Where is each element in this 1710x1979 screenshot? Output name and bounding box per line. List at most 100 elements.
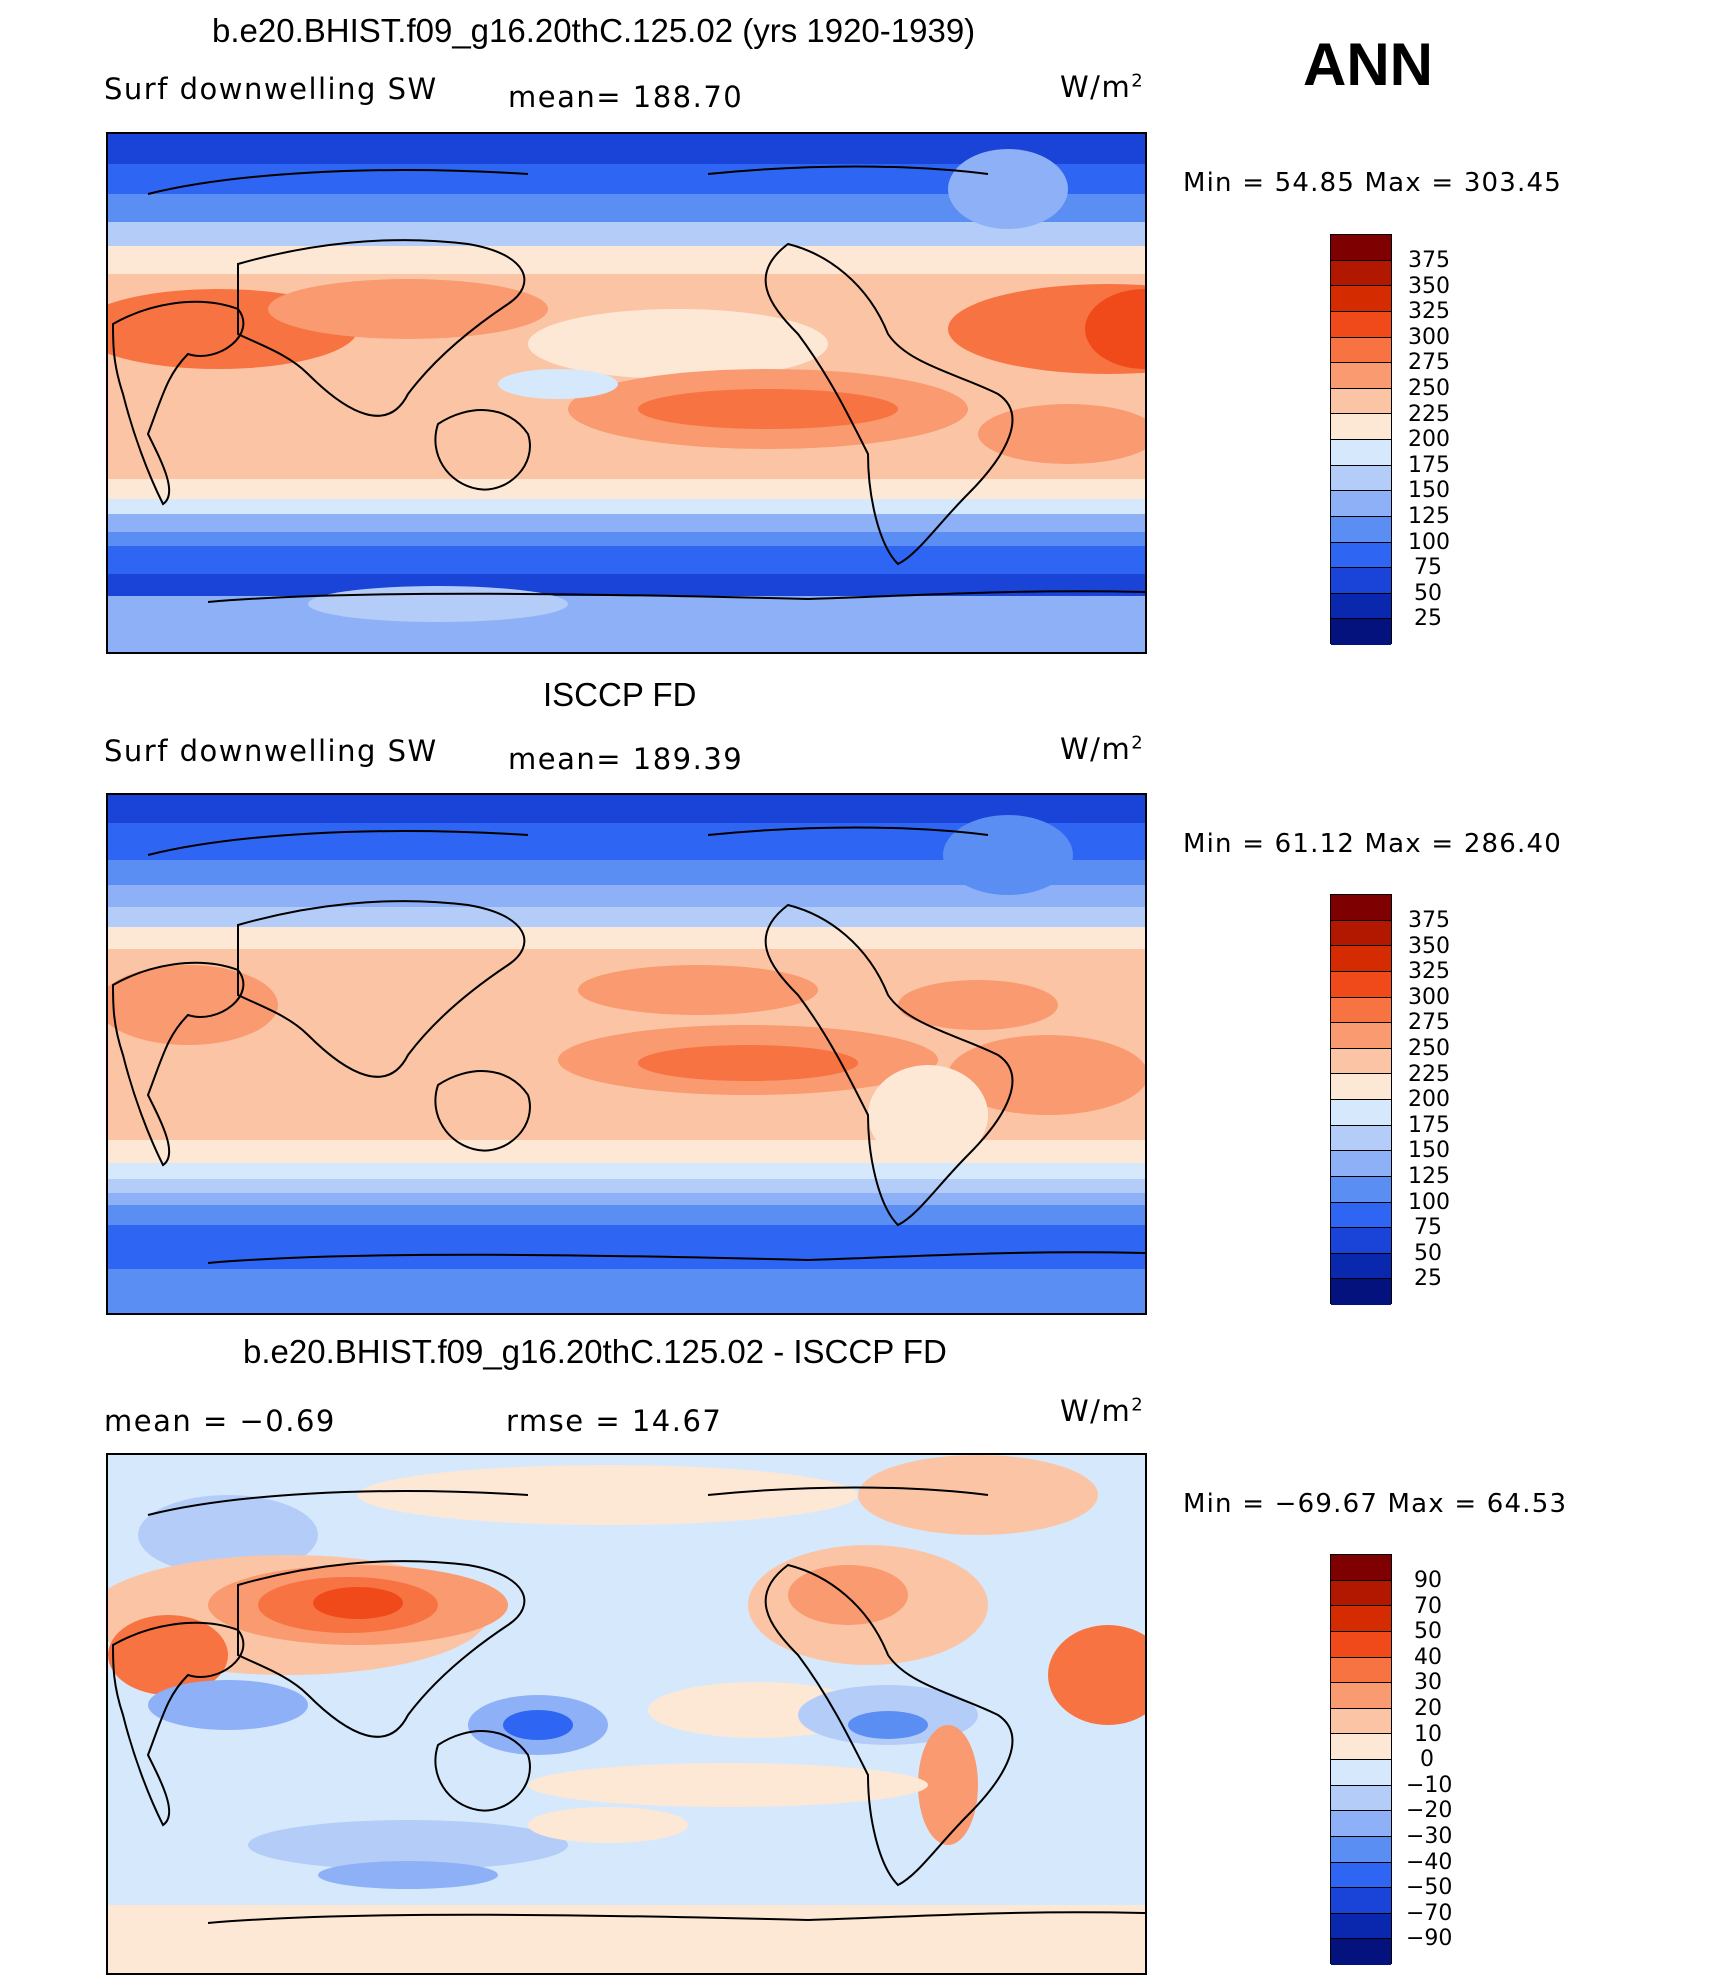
panel1-map <box>106 132 1147 654</box>
colorbar-tick-label: 200 <box>1408 427 1450 453</box>
colorbar-swatch <box>1331 1811 1391 1837</box>
colorbar-swatch <box>1331 1202 1391 1229</box>
panel3-rmse-label: rmse = 14.67 <box>506 1404 723 1438</box>
panel3-title: b.e20.BHIST.f09_g16.20thC.125.02 - ISCCP… <box>243 1333 947 1370</box>
colorbar-swatch <box>1331 260 1391 287</box>
colorbar-swatch <box>1331 1279 1391 1305</box>
colorbar-tick-label: 25 <box>1414 1266 1442 1292</box>
colorbar-swatch <box>1331 337 1391 364</box>
colorbar-tick-label: 50 <box>1414 1619 1442 1645</box>
colorbar-tick-label: 10 <box>1414 1721 1442 1747</box>
colorbar-tick-label: 325 <box>1408 959 1450 985</box>
colorbar-swatch <box>1331 1862 1391 1889</box>
colorbar-tick-label: −20 <box>1406 1798 1453 1824</box>
colorbar-tick-label: 20 <box>1414 1696 1442 1721</box>
panel2-variable-label: Surf downwelling SW <box>104 734 438 768</box>
panel3-map <box>106 1453 1147 1975</box>
colorbar-tick-label: 375 <box>1408 908 1450 933</box>
colorbar-swatch <box>1331 491 1391 517</box>
colorbar-swatch <box>1331 286 1391 312</box>
colorbar-tick-label: 275 <box>1408 350 1450 376</box>
colorbar-swatch <box>1331 1228 1391 1254</box>
colorbar-tick-label: 50 <box>1414 1240 1442 1266</box>
colorbar-swatch <box>1331 1100 1391 1126</box>
panel3-mean-label: mean = −0.69 <box>104 1404 336 1438</box>
colorbar-tick-label: 150 <box>1408 478 1450 504</box>
colorbar-tick-label: 175 <box>1408 452 1450 478</box>
colorbar-swatch <box>1331 997 1391 1024</box>
colorbar-tick-label: 225 <box>1408 401 1450 427</box>
colorbar-swatch <box>1331 1708 1391 1735</box>
panel1-mean-label: mean= 188.70 <box>508 80 744 114</box>
colorbar-swatch <box>1331 388 1391 415</box>
panel2-title: ISCCP FD <box>543 676 697 713</box>
colorbar-swatch <box>1331 363 1391 389</box>
colorbar-tick-label: −90 <box>1406 1926 1453 1952</box>
colorbar-tick-label: 275 <box>1408 1010 1450 1036</box>
colorbar-tick-label: 70 <box>1414 1593 1442 1619</box>
colorbar-tick-label: 300 <box>1408 324 1450 350</box>
colorbar-swatch <box>1331 516 1391 543</box>
colorbar-swatch <box>1331 1074 1391 1100</box>
colorbar-swatch <box>1331 1631 1391 1658</box>
colorbar-tick-label: −50 <box>1406 1875 1453 1901</box>
colorbar-swatch <box>1331 1048 1391 1075</box>
colorbar-tick-label: 150 <box>1408 1138 1450 1164</box>
colorbar-swatch <box>1331 619 1391 645</box>
colorbar-swatch <box>1331 593 1391 620</box>
panel1-units: W/m2 <box>1060 70 1145 104</box>
colorbar-swatch <box>1331 1657 1391 1684</box>
colorbar-swatch <box>1331 440 1391 466</box>
panel2-units: W/m2 <box>1060 732 1145 766</box>
colorbar-swatch <box>1331 1125 1391 1152</box>
colorbar-swatch <box>1331 1785 1391 1812</box>
colorbar-swatch <box>1331 1760 1391 1786</box>
colorbar-swatch <box>1331 311 1391 338</box>
colorbar-swatch <box>1331 542 1391 569</box>
colorbar-swatch <box>1331 971 1391 998</box>
colorbar-tick-label: 100 <box>1408 529 1450 555</box>
panel3-minmax: Min = −69.67 Max = 64.53 <box>1183 1489 1568 1519</box>
panel3-units: W/m2 <box>1060 1394 1145 1428</box>
colorbar-tick-label: 30 <box>1414 1670 1442 1696</box>
colorbar-tick-label: −40 <box>1406 1849 1453 1875</box>
colorbar-swatch <box>1331 568 1391 594</box>
colorbar-tick-label: 200 <box>1408 1087 1450 1113</box>
colorbar-swatch <box>1331 1606 1391 1632</box>
colorbar-swatch <box>1331 235 1391 261</box>
colorbar-tick-label: 350 <box>1408 933 1450 959</box>
colorbar-tick-label: 250 <box>1408 376 1450 401</box>
colorbar-tick-label: 325 <box>1408 299 1450 325</box>
colorbar-tick-label: 125 <box>1408 1164 1450 1189</box>
colorbar-tick-label: −70 <box>1406 1900 1453 1926</box>
colorbar-tick-label: 375 <box>1408 248 1450 273</box>
panel2-minmax: Min = 61.12 Max = 286.40 <box>1183 829 1562 859</box>
colorbar-swatch <box>1331 1151 1391 1177</box>
colorbar-swatch <box>1331 1683 1391 1709</box>
colorbar-swatch <box>1331 1555 1391 1581</box>
season-label: ANN <box>1303 31 1433 98</box>
colorbar-swatch <box>1331 1253 1391 1280</box>
panel2-mean-label: mean= 189.39 <box>508 742 744 776</box>
panel1-minmax: Min = 54.85 Max = 303.45 <box>1183 168 1562 198</box>
colorbar-swatch <box>1331 414 1391 440</box>
colorbar-tick-label: 75 <box>1414 555 1442 581</box>
colorbar-swatch <box>1331 1176 1391 1203</box>
colorbar-tick-label: 225 <box>1408 1061 1450 1087</box>
colorbar-swatch <box>1331 1734 1391 1760</box>
colorbar-swatch <box>1331 1913 1391 1940</box>
colorbar-swatch <box>1331 1580 1391 1607</box>
colorbar-tick-label: 25 <box>1414 606 1442 632</box>
colorbar-tick-label: −30 <box>1406 1824 1453 1849</box>
panel2-colorbar <box>1330 894 1392 1305</box>
colorbar-tick-label: 350 <box>1408 273 1450 299</box>
colorbar-tick-label: 300 <box>1408 984 1450 1010</box>
colorbar-tick-label: 100 <box>1408 1189 1450 1215</box>
colorbar-swatch <box>1331 895 1391 921</box>
colorbar-tick-label: 175 <box>1408 1112 1450 1138</box>
colorbar-tick-label: 75 <box>1414 1215 1442 1241</box>
colorbar-swatch <box>1331 465 1391 492</box>
panel1-colorbar <box>1330 234 1392 645</box>
colorbar-tick-label: 125 <box>1408 504 1450 529</box>
colorbar-swatch <box>1331 946 1391 972</box>
